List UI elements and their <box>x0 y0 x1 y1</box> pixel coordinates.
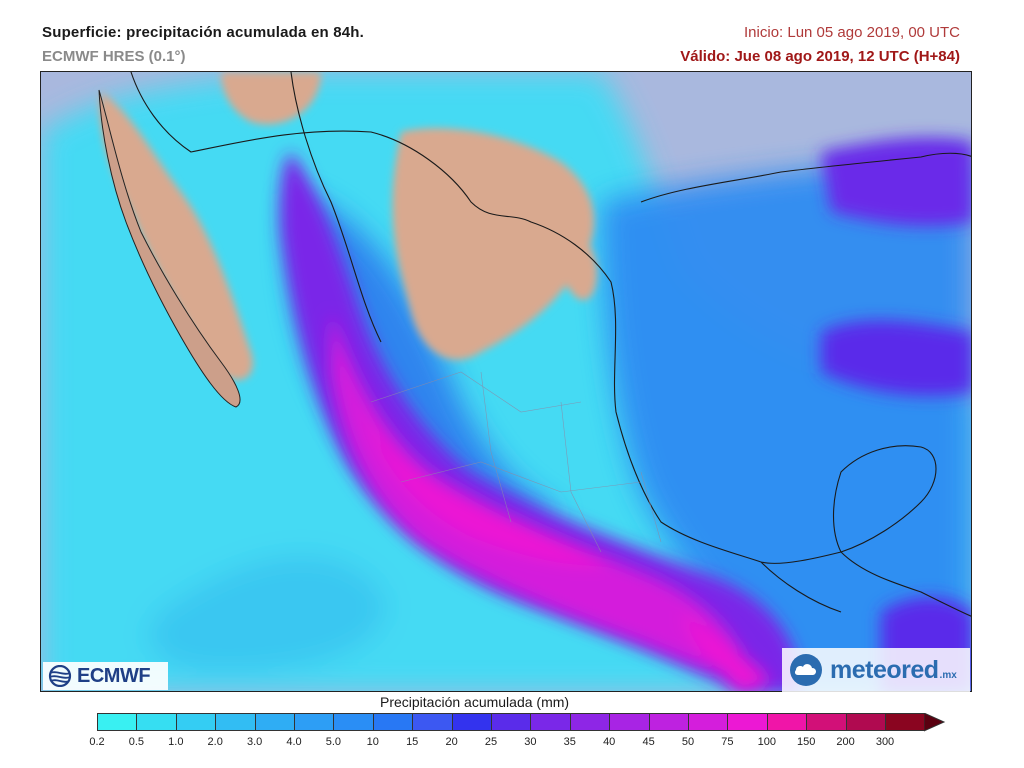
legend-color-swatch <box>333 713 374 731</box>
legend-color-swatch <box>648 713 689 731</box>
legend-title: Precipitación acumulada (mm) <box>380 694 570 710</box>
legend-color-swatch <box>609 713 650 731</box>
legend-arrow-icon <box>924 713 946 732</box>
model-subtitle: ECMWF HRES (0.1°) <box>42 48 186 65</box>
legend-tick-label: 4.0 <box>286 736 302 748</box>
legend-tick-label: 15 <box>406 736 419 748</box>
valid-time: Válido: Jue 08 ago 2019, 12 UTC (H+84) <box>680 48 960 65</box>
legend-tick-label: 25 <box>484 736 498 748</box>
legend-tick-label: 35 <box>563 736 576 748</box>
legend-color-swatch <box>727 713 768 731</box>
legend-color-swatch <box>175 713 217 731</box>
legend-tick-label: 1.0 <box>168 736 184 748</box>
legend-tick-label: 50 <box>681 736 695 748</box>
legend-tick-label: 100 <box>757 736 776 748</box>
legend-color-swatch <box>491 713 532 731</box>
cloud-logo-icon <box>790 654 822 686</box>
legend-tick-label: 0.5 <box>128 736 145 748</box>
legend-tick-label: 45 <box>642 736 655 748</box>
very-heavy-rain-field <box>331 312 771 691</box>
color-legend-bar <box>97 713 946 732</box>
legend-tick-label: 5.0 <box>325 736 342 748</box>
baja-peninsula <box>98 89 241 408</box>
legend-tick-label: 2.0 <box>207 736 223 748</box>
legend-color-swatch <box>688 713 729 731</box>
legend-tick-label: 200 <box>836 736 855 748</box>
legend-color-swatch <box>845 713 886 731</box>
legend-tick-label: 300 <box>875 736 895 748</box>
meteored-logo-domain: .mx <box>939 669 957 681</box>
legend-tick-label: 0.2 <box>89 736 105 748</box>
ecmwf-logo: ECMWF <box>43 662 168 690</box>
legend-tick-label: 20 <box>445 736 458 748</box>
legend-color-swatch <box>215 713 256 731</box>
legend-tick-label: 40 <box>603 736 616 748</box>
map-title: Superficie: precipitación acumulada en 8… <box>42 24 365 41</box>
meteored-logo: meteored .mx <box>782 648 970 692</box>
legend-color-swatch <box>254 713 295 731</box>
legend-tick-label: 30 <box>524 736 537 748</box>
legend-color-swatch <box>569 713 611 731</box>
map-boundaries <box>130 72 971 617</box>
precipitation-map <box>40 71 972 692</box>
legend-color-swatch <box>412 713 453 731</box>
legend-color-swatch <box>806 713 847 731</box>
legend-color-swatch <box>372 713 414 731</box>
legend-color-swatch <box>885 713 926 731</box>
legend-color-swatch <box>97 713 138 731</box>
legend-tick-label: 75 <box>721 736 734 748</box>
legend-color-swatch <box>530 713 571 731</box>
ecmwf-emblem-icon <box>48 665 72 687</box>
state-borders <box>370 371 662 553</box>
ecmwf-logo-text: ECMWF <box>77 664 151 687</box>
legend-tick-label: 10 <box>366 736 379 748</box>
init-time: Inicio: Lun 05 ago 2019, 00 UTC <box>744 24 960 41</box>
legend-color-swatch <box>766 713 808 731</box>
meteored-logo-text: meteored <box>830 655 939 684</box>
dry-land <box>100 72 597 381</box>
legend-color-swatch <box>451 713 492 731</box>
legend-color-swatch <box>136 713 177 731</box>
legend-tick-label: 150 <box>797 736 816 748</box>
legend-tick-label: 3.0 <box>246 736 263 748</box>
legend-color-swatch <box>294 713 335 731</box>
